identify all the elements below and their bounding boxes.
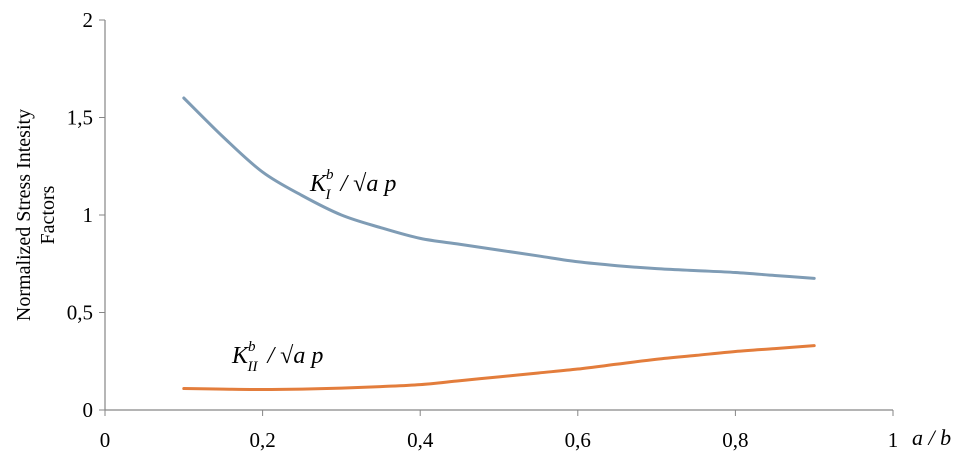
y-axis-label-line-1: Normalized Stress Intesity — [13, 109, 35, 321]
x-tick-label: 0,8 — [722, 428, 748, 452]
y-tick-label: 1,5 — [67, 106, 93, 130]
y-tick-label: 0 — [83, 398, 94, 422]
x-tick-label: 0,4 — [407, 428, 434, 452]
annotation-kii-k: K — [231, 343, 250, 369]
axes — [104, 20, 893, 411]
series-line-ki — [182, 96, 816, 280]
annotation-ki-sup: b — [326, 167, 334, 183]
y-tick-label: 2 — [83, 8, 94, 32]
y-tick-label: 0,5 — [67, 301, 93, 325]
annotation-ki-sub: I — [325, 187, 332, 203]
x-tick-label: 0 — [100, 428, 111, 452]
annotation-kii-rest: / √a p — [266, 343, 324, 369]
x-tick-label: 1 — [888, 428, 899, 452]
series-group — [182, 96, 816, 392]
annotation-kii-sup: b — [248, 339, 256, 355]
annotation-kii: Kb II / √a p — [231, 339, 323, 375]
y-axis-label-line-2: Factors — [37, 185, 59, 244]
y-axis-label: Normalized Stress Intesity Factors — [13, 109, 59, 321]
annotation-kii-sub: II — [247, 359, 259, 375]
annotation-ki: Kb I / √a p — [309, 167, 396, 203]
ticks: 0 0,2 0,4 0,6 0,8 1 0 0,5 1 1,5 2 — [67, 8, 899, 452]
series-line-kii — [182, 344, 816, 392]
x-axis-label: a / b — [912, 425, 951, 450]
annotation-ki-rest: / √a p — [339, 171, 397, 197]
y-tick-label: 1 — [83, 203, 94, 227]
x-tick-label: 0,2 — [249, 428, 275, 452]
svg-text:KbI/ √a p: Kb I / √a p — [309, 167, 396, 203]
x-tick-label: 0,6 — [565, 428, 591, 452]
annotation-ki-k: K — [309, 171, 328, 197]
